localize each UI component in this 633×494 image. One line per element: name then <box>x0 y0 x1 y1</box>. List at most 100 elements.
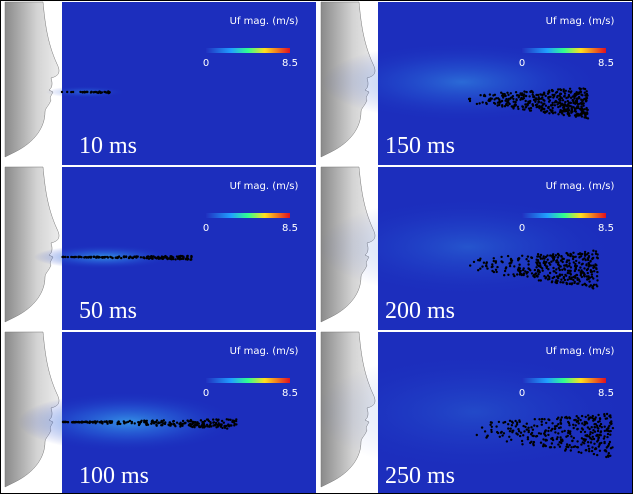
droplet <box>163 422 166 425</box>
colorbar-title: Uf mag. (m/s) <box>546 346 615 357</box>
droplet <box>565 263 568 267</box>
droplet <box>600 426 603 429</box>
panel: Uf mag. (m/s) 0 8.5 150 ms <box>320 1 632 165</box>
droplet <box>544 104 548 107</box>
droplet <box>186 419 189 422</box>
droplet <box>174 258 177 261</box>
droplet <box>580 105 583 108</box>
droplet <box>532 440 536 444</box>
droplet <box>610 422 613 426</box>
droplet <box>587 417 591 420</box>
droplet <box>597 427 600 430</box>
droplet <box>584 258 587 262</box>
droplet <box>579 418 582 422</box>
droplet <box>525 90 528 94</box>
droplet <box>233 419 236 423</box>
droplet <box>585 253 589 256</box>
droplet <box>548 418 551 422</box>
droplet <box>559 88 562 91</box>
droplet <box>584 115 587 119</box>
droplet <box>498 98 501 101</box>
droplet <box>576 282 579 285</box>
droplet <box>557 263 560 266</box>
droplet <box>518 419 521 422</box>
droplet <box>529 106 533 110</box>
droplet <box>513 104 516 108</box>
droplet <box>527 429 530 432</box>
droplet <box>497 420 501 424</box>
droplet <box>565 435 568 438</box>
droplet <box>536 425 539 428</box>
droplet <box>598 417 602 421</box>
droplet <box>605 455 608 459</box>
droplet <box>566 96 570 99</box>
droplet <box>502 96 505 99</box>
droplet <box>482 94 486 98</box>
droplet <box>196 423 199 427</box>
droplet <box>510 438 513 441</box>
droplet <box>589 433 592 436</box>
droplet <box>519 269 522 273</box>
droplet <box>484 264 488 268</box>
droplet <box>192 420 195 424</box>
droplet <box>212 418 215 421</box>
droplet <box>159 421 163 424</box>
droplet <box>520 439 524 443</box>
droplet <box>568 114 571 117</box>
droplet <box>574 424 577 427</box>
droplet <box>233 422 236 425</box>
droplet <box>517 269 520 272</box>
droplet <box>591 257 594 260</box>
droplet <box>131 256 134 260</box>
droplet <box>170 255 173 258</box>
droplet <box>565 274 568 277</box>
droplet <box>164 255 167 258</box>
droplet <box>568 277 571 280</box>
droplet <box>553 425 557 428</box>
droplet <box>223 426 227 429</box>
droplet <box>551 106 554 110</box>
droplet <box>550 437 553 440</box>
droplet <box>571 439 574 442</box>
droplet <box>169 422 173 426</box>
droplet <box>560 110 563 114</box>
droplet <box>219 425 223 428</box>
droplet <box>172 422 176 426</box>
droplet <box>609 433 612 436</box>
droplet <box>520 94 524 97</box>
droplet <box>540 420 543 423</box>
droplet <box>154 421 158 424</box>
droplet <box>181 419 185 423</box>
colorbar <box>206 48 290 53</box>
droplet <box>550 260 553 263</box>
droplet <box>545 110 549 113</box>
droplet <box>521 254 524 257</box>
droplet <box>515 423 519 426</box>
droplet <box>574 99 578 103</box>
droplet <box>560 441 563 445</box>
droplet <box>592 452 596 456</box>
droplet <box>502 432 506 435</box>
droplet <box>469 264 472 267</box>
droplet <box>557 88 560 91</box>
colorbar-min: 0 <box>519 388 525 399</box>
droplet <box>518 263 521 266</box>
droplet <box>553 446 556 449</box>
droplet <box>605 446 608 449</box>
droplet <box>505 266 508 269</box>
droplet <box>568 104 572 108</box>
droplet <box>117 420 120 423</box>
droplet <box>533 268 537 272</box>
droplet <box>585 90 588 93</box>
colorbar-min: 0 <box>203 388 209 399</box>
droplet <box>496 431 500 435</box>
droplet <box>554 111 557 114</box>
droplet <box>491 265 494 268</box>
droplet <box>128 256 131 259</box>
droplet <box>576 428 579 431</box>
droplet <box>133 255 136 258</box>
droplet <box>180 254 184 258</box>
droplet <box>205 423 209 426</box>
droplet <box>522 268 525 272</box>
droplet <box>543 418 546 421</box>
